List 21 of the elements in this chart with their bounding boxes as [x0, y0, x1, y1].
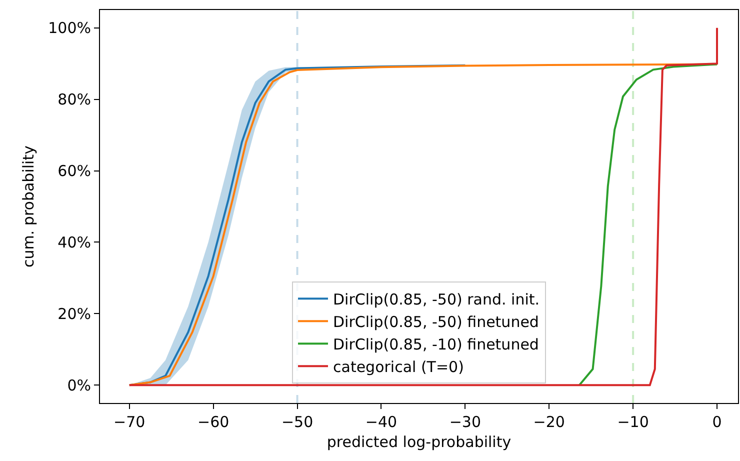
y-tick-label: 100%: [48, 19, 91, 38]
x-tick-label: −50: [281, 413, 314, 431]
x-axis-title: predicted log-probability: [326, 433, 512, 451]
x-tick-label: −60: [198, 413, 230, 431]
legend-label: DirClip(0.85, -50) rand. init.: [333, 290, 540, 308]
x-tick-label: −70: [114, 413, 146, 431]
x-tick-label: −40: [365, 413, 398, 431]
y-tick-label: 0%: [67, 376, 91, 394]
line-series: [578, 63, 718, 386]
x-tick-label: 0: [712, 413, 722, 431]
y-axis-title: cum. probability: [19, 145, 38, 268]
x-tick-label: −20: [533, 413, 565, 431]
legend-label: categorical (T=0): [333, 358, 464, 376]
legend-label: DirClip(0.85, -50) finetuned: [333, 312, 539, 331]
y-tick-label: 60%: [58, 162, 91, 180]
legend-label: DirClip(0.85, -10) finetuned: [333, 335, 539, 354]
y-tick-label: 80%: [58, 90, 91, 109]
x-tick-label: −10: [617, 413, 649, 431]
y-tick-label: 20%: [58, 304, 91, 323]
y-tick-label: 40%: [58, 233, 91, 252]
x-tick-label: −30: [449, 413, 481, 431]
